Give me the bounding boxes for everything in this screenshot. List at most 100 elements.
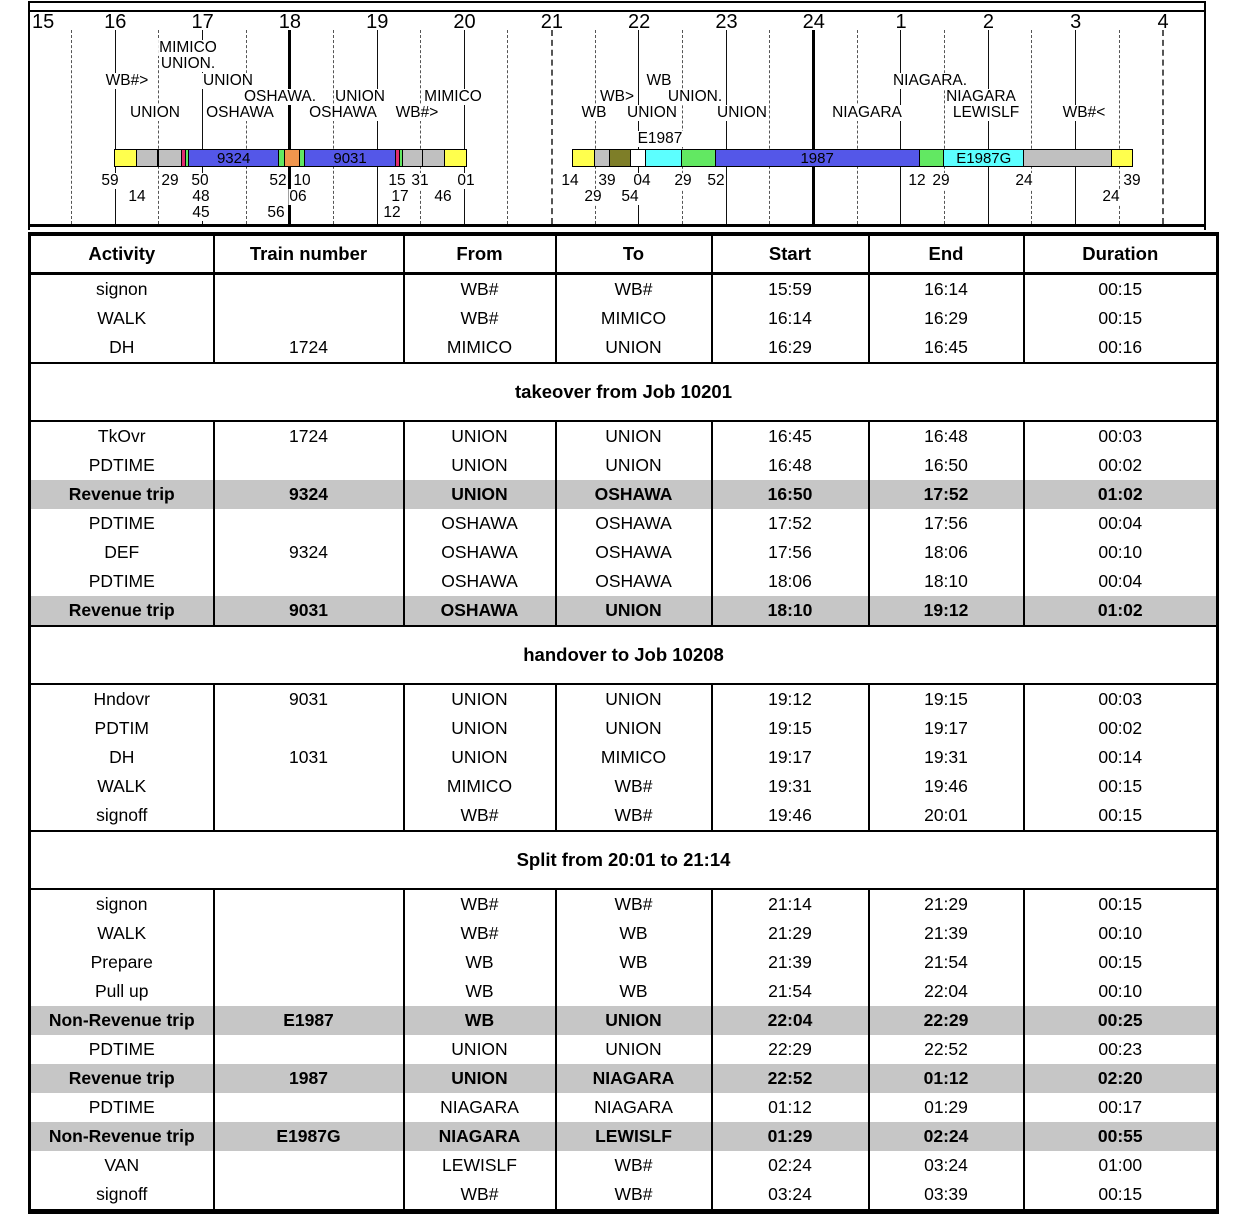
cell-activity: TkOvr [29, 421, 215, 451]
cell-activity: signon [29, 889, 215, 919]
hour-label: 22 [628, 11, 651, 33]
cell-end: 19:46 [868, 772, 1025, 801]
time-label: 52 [268, 172, 288, 189]
halfhour-gridline [944, 30, 946, 224]
station-label: WB#> [394, 104, 440, 121]
cell-from: WB [403, 948, 557, 977]
table-row: WALK WB# WB 21:29 21:39 00:10 [29, 919, 1218, 948]
cell-activity: Non-Revenue trip [29, 1122, 215, 1151]
cell-train: 9031 [213, 596, 405, 626]
table-row: Hndovr 9031 UNION UNION 19:12 19:15 00:03 [29, 684, 1218, 714]
table-row: DH 1724 MIMICO UNION 16:29 16:45 00:16 [29, 333, 1218, 363]
cell-duration: 00:15 [1098, 805, 1143, 825]
time-label: 14 [560, 172, 580, 189]
cell-train [213, 304, 405, 333]
cell-train [213, 714, 405, 743]
cell-duration: 00:02 [1098, 718, 1143, 738]
cell-start: 01:29 [711, 1122, 870, 1151]
table-row: PDTIME OSHAWA OSHAWA 18:06 18:10 00:04 [29, 567, 1218, 596]
halfhour-gridline [1118, 30, 1120, 224]
halfhour-gridline [420, 30, 422, 224]
cell-start: 19:17 [711, 743, 870, 772]
cell-activity: Prepare [29, 948, 215, 977]
time-label: 14 [127, 188, 147, 205]
bar-segment-def [284, 149, 300, 167]
cell-train [213, 273, 405, 304]
cell-train [213, 977, 405, 1006]
cell-from: UNION [403, 1035, 557, 1064]
cell-to: UNION [555, 684, 713, 714]
bar-segment-pull-up [630, 149, 646, 167]
bar-segment-signoff [1110, 149, 1134, 167]
cell-end: 21:29 [868, 889, 1025, 919]
cell-end: 22:04 [868, 977, 1025, 1006]
section-band-title: handover to Job 10208 [29, 625, 1218, 685]
cell-duration: 00:16 [1098, 337, 1143, 357]
section-band-title: takeover from Job 10201 [29, 362, 1218, 422]
time-label: 24 [1101, 188, 1121, 205]
cell-to: UNION [555, 1006, 713, 1035]
table-row: PDTIME UNION UNION 22:29 22:52 00:23 [29, 1035, 1218, 1064]
cell-from: WB# [403, 889, 557, 919]
cell-start: 19:12 [711, 684, 870, 714]
station-label: LEWISLF [951, 104, 1021, 121]
bar-segment-prepare [608, 149, 632, 167]
time-label: 12 [907, 172, 927, 189]
cell-end: 21:39 [868, 919, 1025, 948]
cell-duration: 00:15 [1098, 279, 1143, 299]
bar-segment-revenue-trip: 9031 [304, 149, 396, 167]
cell-start: 21:14 [711, 889, 870, 919]
cell-from: WB# [403, 1180, 557, 1212]
station-label: E1987 [636, 130, 684, 147]
station-label: OSHAWA [308, 104, 378, 121]
cell-duration: 00:15 [1098, 1184, 1143, 1204]
cell-duration: 00:03 [1098, 689, 1143, 709]
cell-duration: 00:10 [1098, 981, 1143, 1001]
cell-activity: PDTIM [29, 714, 215, 743]
cell-activity: signoff [29, 801, 215, 831]
cell-start: 18:10 [711, 596, 870, 626]
hour-gridline [900, 30, 902, 224]
time-label: 48 [191, 188, 211, 205]
cell-from: MIMICO [403, 772, 557, 801]
cell-duration: 00:02 [1098, 455, 1143, 475]
halfhour-gridline [70, 30, 72, 224]
cell-end: 19:15 [868, 684, 1025, 714]
cell-start: 16:48 [711, 451, 870, 480]
segment-train-label: 1987 [800, 149, 834, 167]
cell-duration: 00:25 [1023, 1006, 1218, 1035]
cell-activity: Hndovr [29, 684, 215, 714]
time-label: 31 [410, 172, 430, 189]
cell-end: 19:31 [868, 743, 1025, 772]
cell-duration: 00:04 [1098, 513, 1143, 533]
station-label: OSHAWA [205, 104, 275, 121]
station-label: WB#> [104, 72, 150, 89]
station-label: NIAGARA [831, 104, 903, 121]
bar-segment-walk [594, 149, 610, 167]
cell-from: LEWISLF [403, 1151, 557, 1180]
cell-end: 19:17 [868, 714, 1025, 743]
station-label: UNION [716, 104, 768, 121]
cell-from: WB# [403, 304, 557, 333]
cell-duration: 00:03 [1098, 426, 1143, 446]
time-label: 04 [632, 172, 652, 189]
time-label: 45 [191, 204, 211, 221]
hour-gridline [463, 30, 465, 224]
cell-activity: PDTIME [29, 509, 215, 538]
cell-duration: 00:14 [1098, 747, 1143, 767]
cell-start: 21:54 [711, 977, 870, 1006]
cell-from: OSHAWA [403, 509, 557, 538]
cell-end: 03:24 [868, 1151, 1025, 1180]
cell-to: NIAGARA [555, 1064, 713, 1093]
cell-train: 1987 [213, 1064, 405, 1093]
header-cell: Duration [1023, 234, 1218, 275]
cell-train [213, 1093, 405, 1122]
cell-to: OSHAWA [555, 538, 713, 567]
table-row: PDTIME NIAGARA NIAGARA 01:12 01:29 00:17 [29, 1093, 1218, 1122]
cell-start: 19:15 [711, 714, 870, 743]
cell-duration: 00:17 [1098, 1097, 1143, 1117]
schedule-table: Activity Train number From To Start End Durati… [28, 232, 1219, 1214]
cell-train [213, 801, 405, 831]
cell-to: OSHAWA [555, 509, 713, 538]
section-band: handover to Job 10208 [29, 625, 1218, 685]
